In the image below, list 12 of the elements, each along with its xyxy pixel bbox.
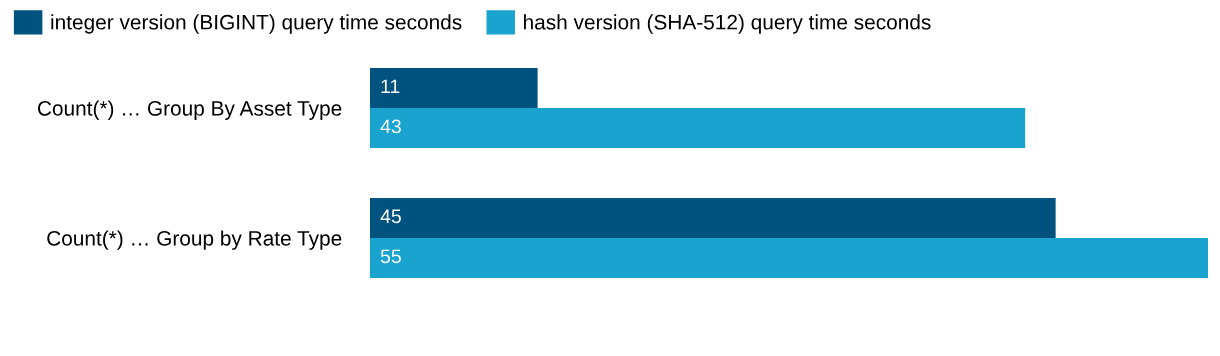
data-label: 43 [380, 119, 401, 134]
bar [370, 108, 1026, 149]
data-label: 55 [380, 249, 401, 264]
data-label: 11 [381, 79, 400, 94]
bar [370, 68, 538, 109]
legend-label: integer version (BIGINT) query time seconds [51, 14, 462, 34]
y-tick-label: Count(*) … Group By Asset Type [37, 100, 342, 120]
legend-label: hash version (SHA-512) query time seconds [524, 14, 931, 34]
bar [370, 197, 1056, 238]
bar [370, 237, 1208, 278]
data-label: 45 [380, 209, 401, 224]
y-tick-label: Count(*) … Group by Rate Type [47, 230, 342, 250]
